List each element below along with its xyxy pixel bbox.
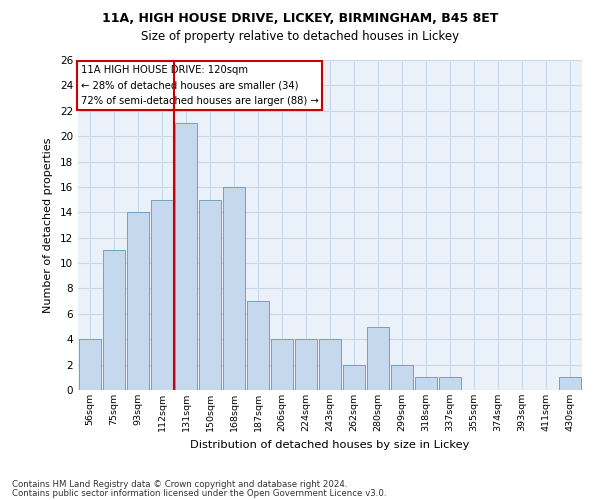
Bar	[247, 301, 269, 390]
Bar	[559, 378, 581, 390]
Bar	[295, 339, 317, 390]
Y-axis label: Number of detached properties: Number of detached properties	[43, 138, 53, 312]
Text: 11A, HIGH HOUSE DRIVE, LICKEY, BIRMINGHAM, B45 8ET: 11A, HIGH HOUSE DRIVE, LICKEY, BIRMINGHA…	[102, 12, 498, 26]
Bar	[175, 124, 197, 390]
Bar	[199, 200, 221, 390]
Bar	[127, 212, 149, 390]
Bar	[319, 339, 341, 390]
Bar	[223, 187, 245, 390]
Bar	[151, 200, 173, 390]
Bar	[271, 339, 293, 390]
Bar	[343, 364, 365, 390]
Text: Size of property relative to detached houses in Lickey: Size of property relative to detached ho…	[141, 30, 459, 43]
Bar	[79, 339, 101, 390]
Bar	[415, 378, 437, 390]
Bar	[103, 250, 125, 390]
Bar	[439, 378, 461, 390]
Text: Contains public sector information licensed under the Open Government Licence v3: Contains public sector information licen…	[12, 488, 386, 498]
X-axis label: Distribution of detached houses by size in Lickey: Distribution of detached houses by size …	[190, 440, 470, 450]
Text: Contains HM Land Registry data © Crown copyright and database right 2024.: Contains HM Land Registry data © Crown c…	[12, 480, 347, 489]
Bar	[391, 364, 413, 390]
Text: 11A HIGH HOUSE DRIVE: 120sqm
← 28% of detached houses are smaller (34)
72% of se: 11A HIGH HOUSE DRIVE: 120sqm ← 28% of de…	[80, 65, 318, 106]
Bar	[367, 326, 389, 390]
